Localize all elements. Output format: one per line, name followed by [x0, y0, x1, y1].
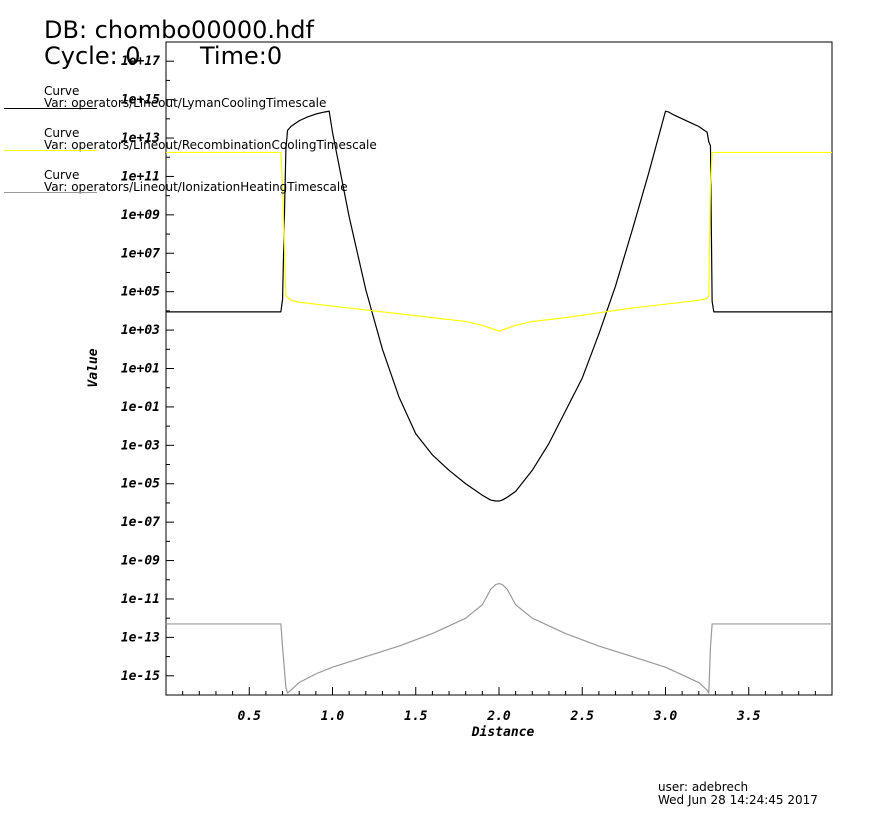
footer-user: user: adebrech: [658, 780, 749, 794]
y-tick-label: 1e-03: [121, 438, 160, 453]
legend-swatch-2: [4, 150, 97, 151]
y-tick-label: 1e-01: [121, 400, 160, 415]
footer-date: Wed Jun 28 14:24:45 2017: [658, 793, 818, 807]
y-axis: 1e+17 1e+15 1e+13 1e+11 1e+09 1e+07 1e+05 1e+03…: [121, 41, 174, 696]
x-tick-label: 2.0: [486, 709, 511, 724]
x-tick-label: 0.5: [238, 709, 262, 724]
y-tick-label: 1e+15: [121, 93, 160, 108]
legend-swatch-1: [4, 108, 97, 109]
y-tick-label: 1e-09: [121, 554, 160, 569]
x-tick-label: 3.5: [736, 709, 761, 724]
x-tick-label: 2.5: [570, 709, 595, 724]
x-axis-title: Distance: [471, 725, 535, 740]
y-tick-label: 1e+11: [121, 169, 160, 184]
legend-label-2: Curve: [44, 126, 80, 140]
y-tick-label: 1e-11: [121, 592, 160, 607]
y-tick-label: 1e+17: [121, 54, 160, 69]
x-axis: 0.5 1.0 1.5 2.0 2.5 3.0 3.5: [182, 687, 816, 724]
y-tick-label: 1e-15: [121, 669, 160, 684]
legend-var-1: Var: operators/Lineout/LymanCoolingTimes…: [44, 96, 327, 110]
cycle-label: Cycle: 0: [44, 42, 141, 70]
db-title: DB: chombo00000.hdf: [44, 16, 314, 44]
y-tick-label: 1e+05: [121, 285, 160, 300]
y-axis-title: Value: [86, 348, 101, 387]
y-tick-label: 1e+09: [121, 208, 160, 223]
y-tick-label: 1e+13: [121, 131, 160, 146]
series-layer: [166, 110, 832, 694]
y-tick-label: 1e-13: [121, 630, 160, 645]
series-line-3: [166, 583, 832, 694]
series-line-2: [166, 151, 832, 332]
x-tick-label: 3.0: [653, 709, 678, 724]
y-tick-label: 1e-05: [121, 477, 160, 492]
y-tick-label: 1e+07: [121, 246, 160, 261]
legend-label-3: Curve: [44, 168, 80, 182]
x-tick-label: 1.0: [321, 709, 345, 724]
legend-swatch-3: [4, 192, 97, 193]
y-tick-label: 1e+03: [121, 323, 160, 338]
series-line-1: [166, 110, 832, 502]
x-tick-label: 1.5: [404, 709, 428, 724]
legend-var-2: Var: operators/Lineout/RecombinationCool…: [44, 138, 377, 152]
y-tick-label: 1e-07: [121, 515, 160, 530]
time-label: Time:0: [200, 42, 283, 70]
y-tick-label: 1e+01: [121, 362, 160, 377]
legend-label-1: Curve: [44, 84, 80, 98]
legend-var-3: Var: operators/Lineout/IonizationHeating…: [44, 180, 348, 194]
